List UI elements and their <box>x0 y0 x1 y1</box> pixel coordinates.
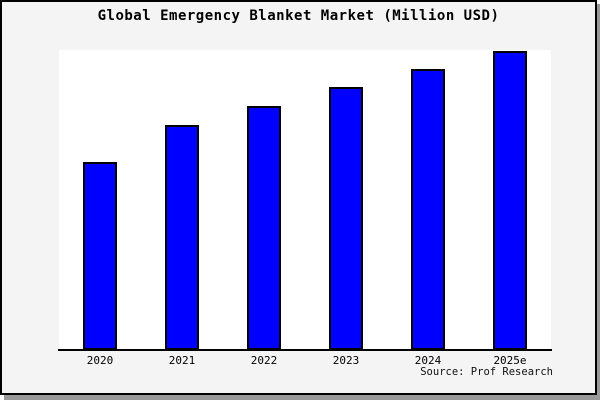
x-tick-2021: 2021 <box>168 354 196 367</box>
x-tick-2020: 2020 <box>86 354 114 367</box>
bar-2020 <box>83 162 117 350</box>
x-tick-2023: 2023 <box>332 354 360 367</box>
x-tick-2024: 2024 <box>414 354 442 367</box>
chart-title: Global Emergency Blanket Market (Million… <box>97 8 500 24</box>
bar-2021 <box>165 125 199 350</box>
x-tick-2025e: 2025e <box>493 354 527 367</box>
drop-shadow-right <box>597 4 600 395</box>
x-axis-line <box>58 349 552 351</box>
source-credit: Source: Prof Research <box>420 366 553 378</box>
drop-shadow-bottom <box>4 395 600 400</box>
bar-2025e <box>493 51 527 350</box>
bar-2022 <box>247 106 281 350</box>
x-tick-2022: 2022 <box>250 354 278 367</box>
bar-2023 <box>329 87 363 350</box>
bar-2024 <box>411 69 445 350</box>
plot-area <box>59 50 551 350</box>
